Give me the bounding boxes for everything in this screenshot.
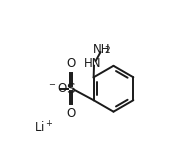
- Text: O: O: [66, 107, 75, 120]
- Text: O: O: [66, 57, 75, 70]
- Text: HN: HN: [84, 57, 102, 70]
- Text: S: S: [66, 82, 75, 96]
- Text: 2: 2: [104, 47, 110, 56]
- Text: $\mathregular{^-}$O: $\mathregular{^-}$O: [47, 82, 68, 95]
- Text: Li$^+$: Li$^+$: [34, 121, 54, 136]
- Text: NH: NH: [93, 43, 110, 56]
